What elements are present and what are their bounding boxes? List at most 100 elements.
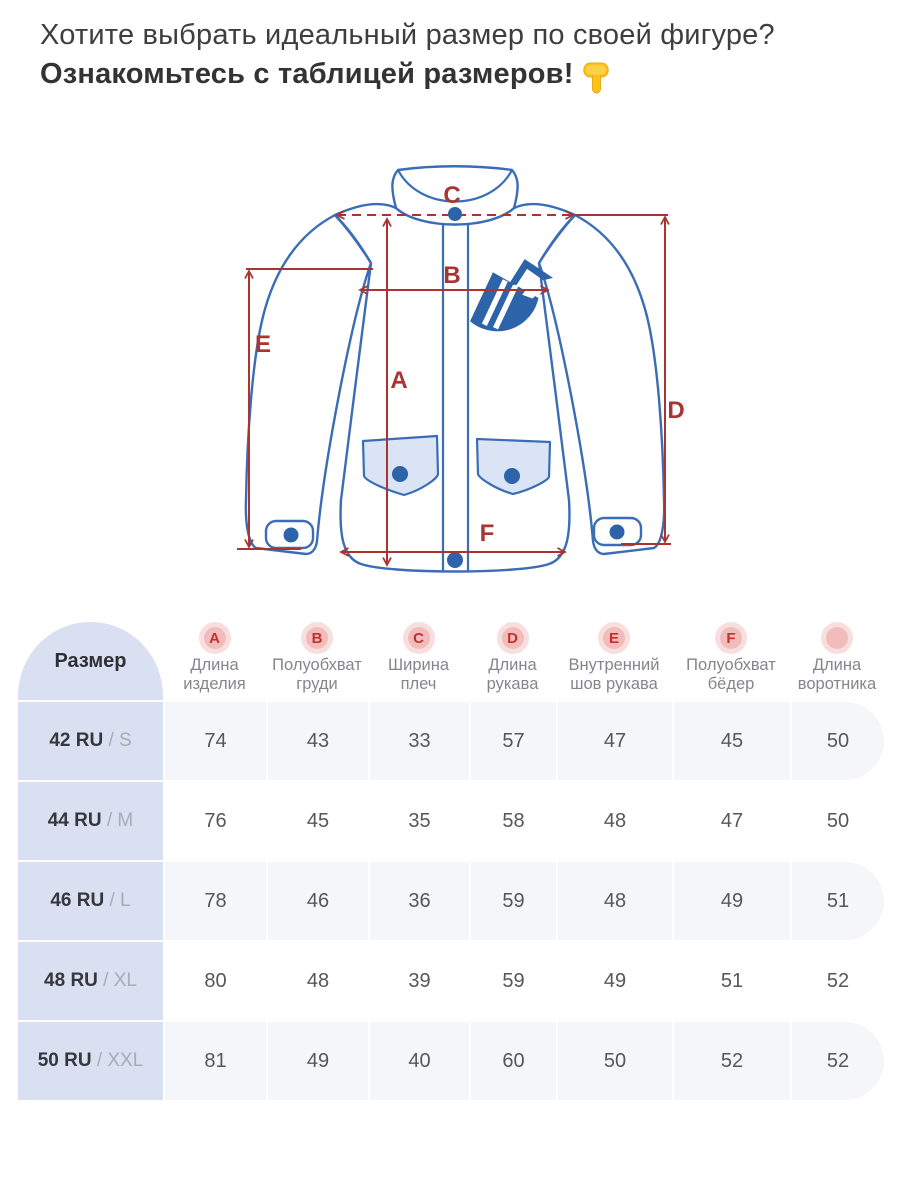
column-letter <box>826 627 848 649</box>
size-international: / XL <box>97 970 137 991</box>
size-cell: 44 RU / M <box>18 782 163 860</box>
left-cuff-button <box>283 527 299 543</box>
measurement-value-cell: 52 <box>790 1022 884 1100</box>
size-ru: 44 RU <box>47 810 102 831</box>
measurement-value-cell: 36 <box>368 862 469 940</box>
jacket-body <box>333 202 577 573</box>
measurement-value-cell: 50 <box>790 702 884 780</box>
measurement-value-cell: 43 <box>266 702 368 780</box>
table-row: 44 RU / M 76 45 35 58 48 47 50 <box>18 782 884 860</box>
measurement-value-cell: 33 <box>368 702 469 780</box>
measurement-value-cell: 45 <box>266 782 368 860</box>
collar-fold-line <box>397 169 513 203</box>
size-international: / M <box>101 810 134 831</box>
measurement-value-cell: 81 <box>163 1022 266 1100</box>
column-label: Ширина плеч <box>387 656 450 693</box>
measurement-value-cell: 49 <box>266 1022 368 1100</box>
pointing-down-hand-icon <box>582 62 609 93</box>
size-international: / S <box>103 730 132 751</box>
measure-label-c: C <box>443 182 460 209</box>
measurement-value-cell: 48 <box>556 782 672 860</box>
column-label: Полуобхват груди <box>272 656 362 693</box>
column-letter-badge: E <box>598 622 630 654</box>
column-letter: F <box>720 627 742 649</box>
column-letter-badge: A <box>198 622 231 654</box>
title-line-1: Хотите выбрать идеальный размер по своей… <box>40 19 775 51</box>
measurement-value-cell: 50 <box>556 1022 672 1100</box>
right-cuff-button <box>609 524 625 540</box>
measurement-value-cell: 74 <box>163 702 266 780</box>
measurement-value-cell: 52 <box>790 942 884 1020</box>
measurement-value-cell: 58 <box>469 782 556 860</box>
column-header-A: A Длина изделия <box>163 620 266 700</box>
size-ru: 46 RU <box>50 890 105 911</box>
measure-label-e: E <box>255 331 271 358</box>
column-letter: D <box>501 627 524 649</box>
measurement-value-cell: 80 <box>163 942 266 1020</box>
column-letter: E <box>603 627 625 649</box>
column-label: Полуобхват бёдер <box>686 656 776 693</box>
measurement-f: F <box>339 520 567 557</box>
measurement-c: C <box>335 182 575 220</box>
measurement-value-cell: 49 <box>556 942 672 1020</box>
measurement-value-cell: 48 <box>266 942 368 1020</box>
measurement-a: A <box>382 217 408 567</box>
measurement-value-cell: 52 <box>672 1022 790 1100</box>
size-cell: 50 RU / XXL <box>18 1022 163 1100</box>
column-letter-badge <box>821 622 853 654</box>
measurement-value-cell: 51 <box>790 862 884 940</box>
column-letter-badge: C <box>402 622 435 654</box>
measurement-value-cell: 78 <box>163 862 266 940</box>
right-pocket-button <box>504 468 520 484</box>
size-cell: 46 RU / L <box>18 862 163 940</box>
page-title: Хотите выбрать идеальный размер по своей… <box>40 16 775 94</box>
measurement-value-cell: 50 <box>790 782 884 860</box>
column-header-collar: Длина воротника <box>790 620 884 700</box>
measure-label-a: A <box>390 367 407 394</box>
size-column-header: Размер <box>18 622 163 700</box>
column-header-D: D Длина рукава <box>469 620 556 700</box>
measure-label-f: F <box>480 520 495 547</box>
size-table: Размер A Длина изделия B Полуобхват груди C Ш… <box>18 620 884 1100</box>
column-header-B: B Полуобхват груди <box>266 620 368 700</box>
measurement-d: D <box>575 214 685 545</box>
measurement-value-cell: 59 <box>469 942 556 1020</box>
table-row: 42 RU / S 74 43 33 57 47 45 50 <box>18 702 884 780</box>
measurement-value-cell: 60 <box>469 1022 556 1100</box>
collar-button <box>448 207 462 221</box>
size-ru: 50 RU <box>37 1050 92 1071</box>
column-label: Длина изделия <box>183 656 246 693</box>
column-label: Длина рукава <box>486 656 539 693</box>
column-header-F: F Полуобхват бёдер <box>672 620 790 700</box>
left-pocket <box>361 434 440 497</box>
size-cell: 42 RU / S <box>18 702 163 780</box>
size-international: / L <box>104 890 131 911</box>
measurement-e: E <box>237 268 373 550</box>
size-cell: 48 RU / XL <box>18 942 163 1020</box>
size-ru: 48 RU <box>44 970 98 991</box>
measurement-value-cell: 39 <box>368 942 469 1020</box>
title-line-2-text: Ознакомьтесь с таблицей размеров! <box>40 58 574 90</box>
measurement-value-cell: 45 <box>672 702 790 780</box>
column-letter-badge: D <box>496 622 529 654</box>
measurement-value-cell: 46 <box>266 862 368 940</box>
measurement-value-cell: 47 <box>556 702 672 780</box>
measurement-value-cell: 40 <box>368 1022 469 1100</box>
measurement-value-cell: 48 <box>556 862 672 940</box>
hem-button <box>447 552 463 568</box>
column-letter: A <box>203 627 226 649</box>
size-ru: 42 RU <box>49 730 104 751</box>
column-label: Длина воротника <box>797 656 877 693</box>
table-row: 50 RU / XXL 81 49 40 60 50 52 52 <box>18 1022 884 1100</box>
table-header-row: Размер A Длина изделия B Полуобхват груди C Ш… <box>18 620 884 700</box>
measurement-value-cell: 76 <box>163 782 266 860</box>
size-international: / XXL <box>91 1050 144 1071</box>
measurement-value-cell: 49 <box>672 862 790 940</box>
measurement-value-cell: 47 <box>672 782 790 860</box>
measurement-value-cell: 59 <box>469 862 556 940</box>
left-pocket-button <box>392 466 408 482</box>
right-pocket <box>475 437 552 496</box>
measure-label-b: B <box>443 262 460 289</box>
measurement-value-cell: 51 <box>672 942 790 1020</box>
